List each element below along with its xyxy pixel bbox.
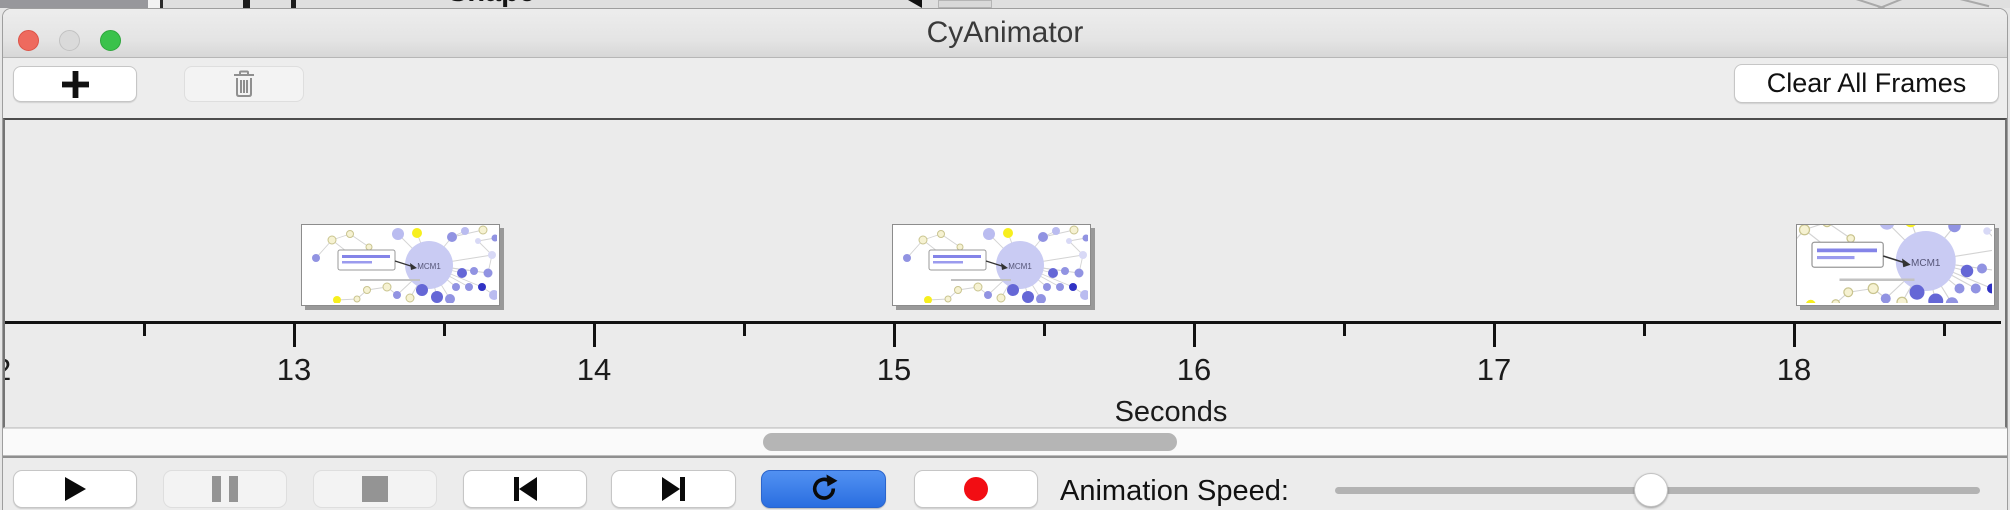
pause-button[interactable] — [163, 470, 287, 508]
background-network-edge — [1930, 0, 1990, 7]
clear-all-frames-button[interactable]: Clear All Frames — [1734, 64, 1999, 103]
major-tick — [1192, 323, 1196, 347]
major-tick — [1792, 323, 1796, 347]
cyanimator-window: CyAnimator Clear All Frames — [2, 8, 2008, 510]
network-thumbnail-graphic: MCM1 — [312, 225, 499, 304]
tick-label: 12 — [5, 352, 39, 388]
pause-icon — [212, 476, 238, 502]
scrollbar-thumb[interactable] — [763, 433, 1177, 451]
background-divider — [148, 0, 163, 8]
trash-icon — [234, 70, 254, 97]
network-thumbnail-graphic: MCM1 — [903, 225, 1090, 304]
skip-to-start-button[interactable] — [463, 470, 587, 508]
timeline-panel[interactable]: 12 13 14 15 16 17 18 MCM1 MCM1 MCM1 Seconds — [3, 118, 2007, 428]
tick-label: 18 — [1776, 352, 1812, 387]
loop-button[interactable] — [761, 470, 886, 508]
frame-toolbar: Clear All Frames — [3, 58, 2007, 118]
background-panel-block — [0, 0, 148, 8]
record-icon — [964, 477, 988, 501]
tick-label: 14 — [576, 352, 612, 387]
background-network-edge — [1827, 0, 1885, 8]
window-title: CyAnimator — [926, 16, 1084, 49]
zoom-window-button[interactable] — [100, 30, 121, 51]
background-mark-1 — [243, 0, 250, 8]
close-window-button[interactable] — [18, 30, 39, 51]
delete-frame-button[interactable] — [184, 66, 304, 102]
skip-to-start-icon — [514, 477, 537, 501]
minor-tick — [1642, 323, 1646, 336]
minor-tick — [142, 323, 146, 336]
network-thumbnail-graphic: MCM1 — [1797, 225, 1994, 305]
background-shape-label: Shape — [448, 0, 535, 8]
major-tick — [592, 323, 596, 347]
minor-tick — [1942, 323, 1946, 336]
minor-tick — [1342, 323, 1346, 336]
tick-label: 15 — [876, 352, 912, 387]
background-network-edge — [1873, 0, 1931, 8]
record-button[interactable] — [914, 470, 1038, 508]
stop-icon — [362, 476, 388, 502]
major-tick — [292, 323, 296, 347]
frame-thumbnail[interactable]: MCM1 — [892, 224, 1091, 306]
tick-label: 17 — [1476, 352, 1512, 387]
background-triangle — [908, 0, 922, 8]
hub-node-label: MCM1 — [417, 262, 441, 271]
major-tick — [892, 323, 896, 347]
skip-to-end-icon — [661, 477, 685, 501]
plus-icon — [61, 70, 89, 98]
hub-node-label: MCM1 — [1008, 262, 1032, 271]
add-frame-button[interactable] — [13, 66, 137, 102]
play-button[interactable] — [13, 470, 137, 508]
hub-node-label: MCM1 — [1911, 258, 1941, 269]
minor-tick — [742, 323, 746, 336]
playback-controls-bar: Animation Speed: — [3, 458, 2007, 510]
slider-thumb[interactable] — [1634, 473, 1668, 507]
timeline-axis — [5, 321, 2001, 324]
background-app-strip: Shape — [0, 0, 2010, 8]
frame-thumbnail[interactable]: MCM1 — [1796, 224, 1995, 306]
tick-label: 16 — [1176, 352, 1212, 387]
background-shape-label-clip: Shape — [440, 0, 570, 8]
minor-tick — [1042, 323, 1046, 336]
tick-label: 13 — [276, 352, 312, 387]
major-tick — [1492, 323, 1496, 347]
stop-button[interactable] — [313, 470, 437, 508]
animation-speed-label: Animation Speed: — [1060, 475, 1289, 507]
background-button — [938, 0, 992, 8]
axis-unit-label: Seconds — [1114, 396, 1228, 428]
play-icon — [65, 477, 86, 501]
separator — [3, 456, 2007, 458]
minor-tick — [442, 323, 446, 336]
animation-speed-slider[interactable] — [1335, 458, 2010, 510]
background-mark-2 — [291, 0, 296, 8]
loop-icon — [812, 474, 837, 500]
timeline-scrollbar[interactable] — [3, 428, 2007, 456]
skip-to-end-button[interactable] — [611, 470, 736, 508]
frame-thumbnail[interactable]: MCM1 — [301, 224, 500, 306]
window-titlebar[interactable]: CyAnimator — [3, 9, 2007, 58]
minimize-window-button[interactable] — [59, 30, 80, 51]
